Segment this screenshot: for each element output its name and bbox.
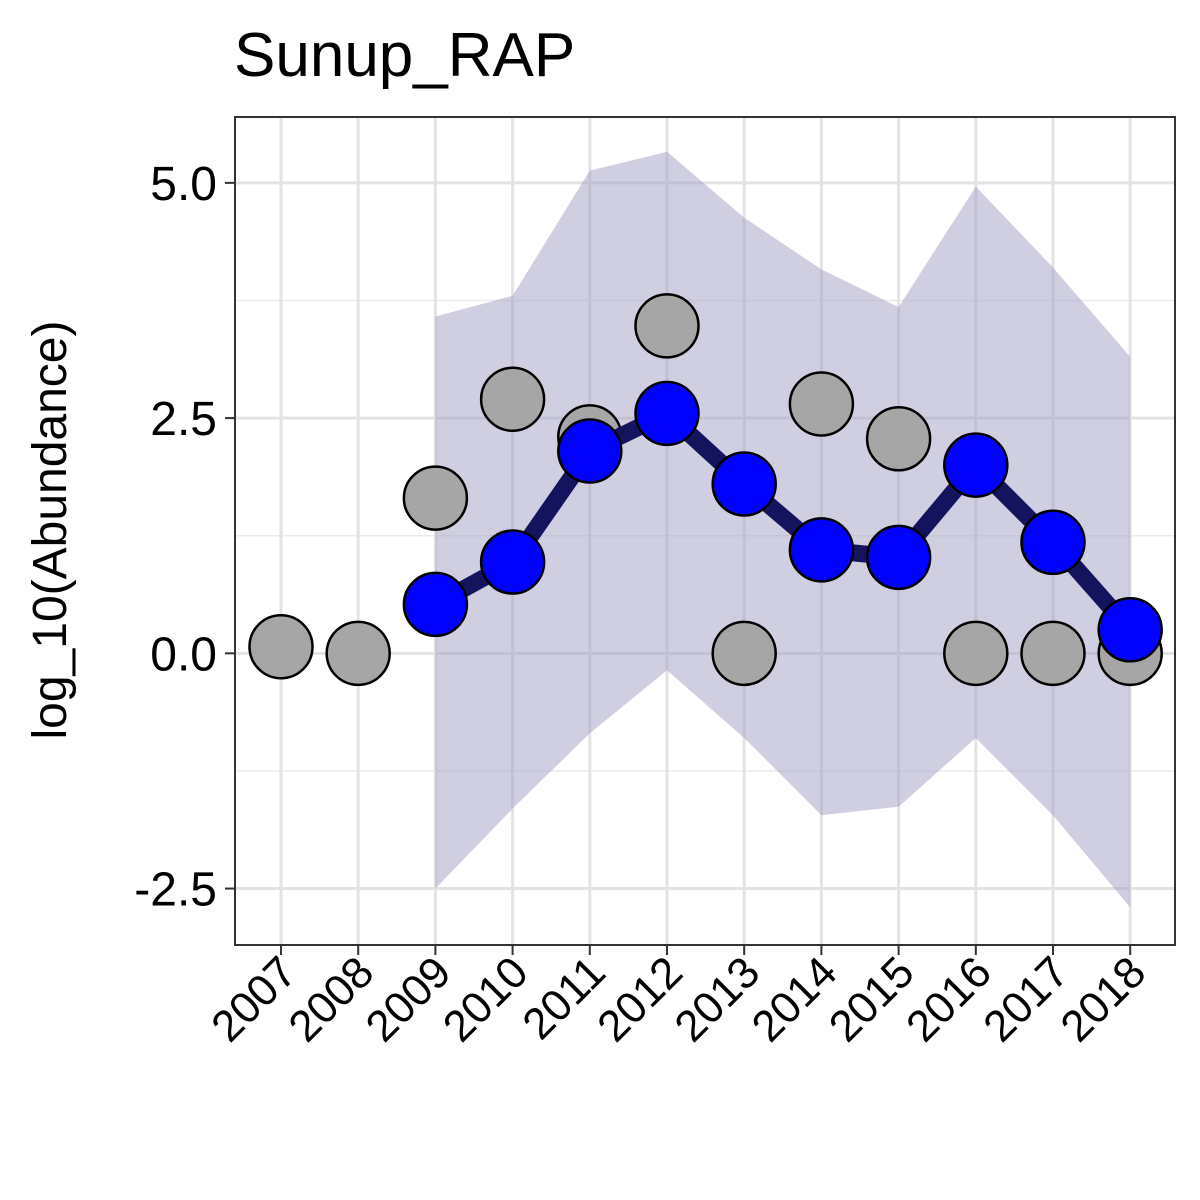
estimate-point-2015 — [865, 524, 932, 591]
estimate-point-2013 — [711, 451, 777, 517]
observed-point-2017 — [1020, 620, 1086, 687]
estimate-point-2012 — [634, 380, 700, 447]
y-tick-label: 5.0 — [150, 158, 217, 211]
estimate-point-2009 — [402, 571, 469, 638]
observed-point-2014 — [788, 371, 855, 437]
estimate-point-2014 — [788, 517, 855, 583]
y-tick-label: 2.5 — [150, 393, 217, 446]
y-tick-label: 0.0 — [150, 628, 217, 681]
observed-point-2007 — [248, 613, 314, 680]
y-tick-label: -2.5 — [134, 864, 217, 917]
plot-area: -2.50.02.55.0200720082009201020112012201… — [134, 116, 1176, 1051]
chart-title: Sunup_RAP — [234, 21, 575, 90]
estimate-point-2010 — [479, 529, 546, 595]
estimate-line — [426, 404, 1139, 639]
observed-point-2009 — [402, 465, 469, 531]
estimate-point-2011 — [557, 418, 623, 484]
observed-point-2012 — [634, 293, 700, 359]
y-axis-label: log_10(Abundance) — [24, 321, 77, 740]
estimate-point-2018 — [1097, 597, 1163, 663]
observed-point-2013 — [711, 620, 777, 687]
observed-point-2008 — [325, 620, 391, 687]
confidence-ribbon — [435, 151, 1131, 908]
observed-point-2010 — [479, 366, 546, 433]
estimate-point-2017 — [1020, 509, 1086, 576]
estimate-point-2016 — [943, 432, 1009, 498]
observed-point-2015 — [865, 406, 932, 472]
panel-border — [234, 116, 1176, 946]
observed-point-2016 — [943, 620, 1009, 687]
